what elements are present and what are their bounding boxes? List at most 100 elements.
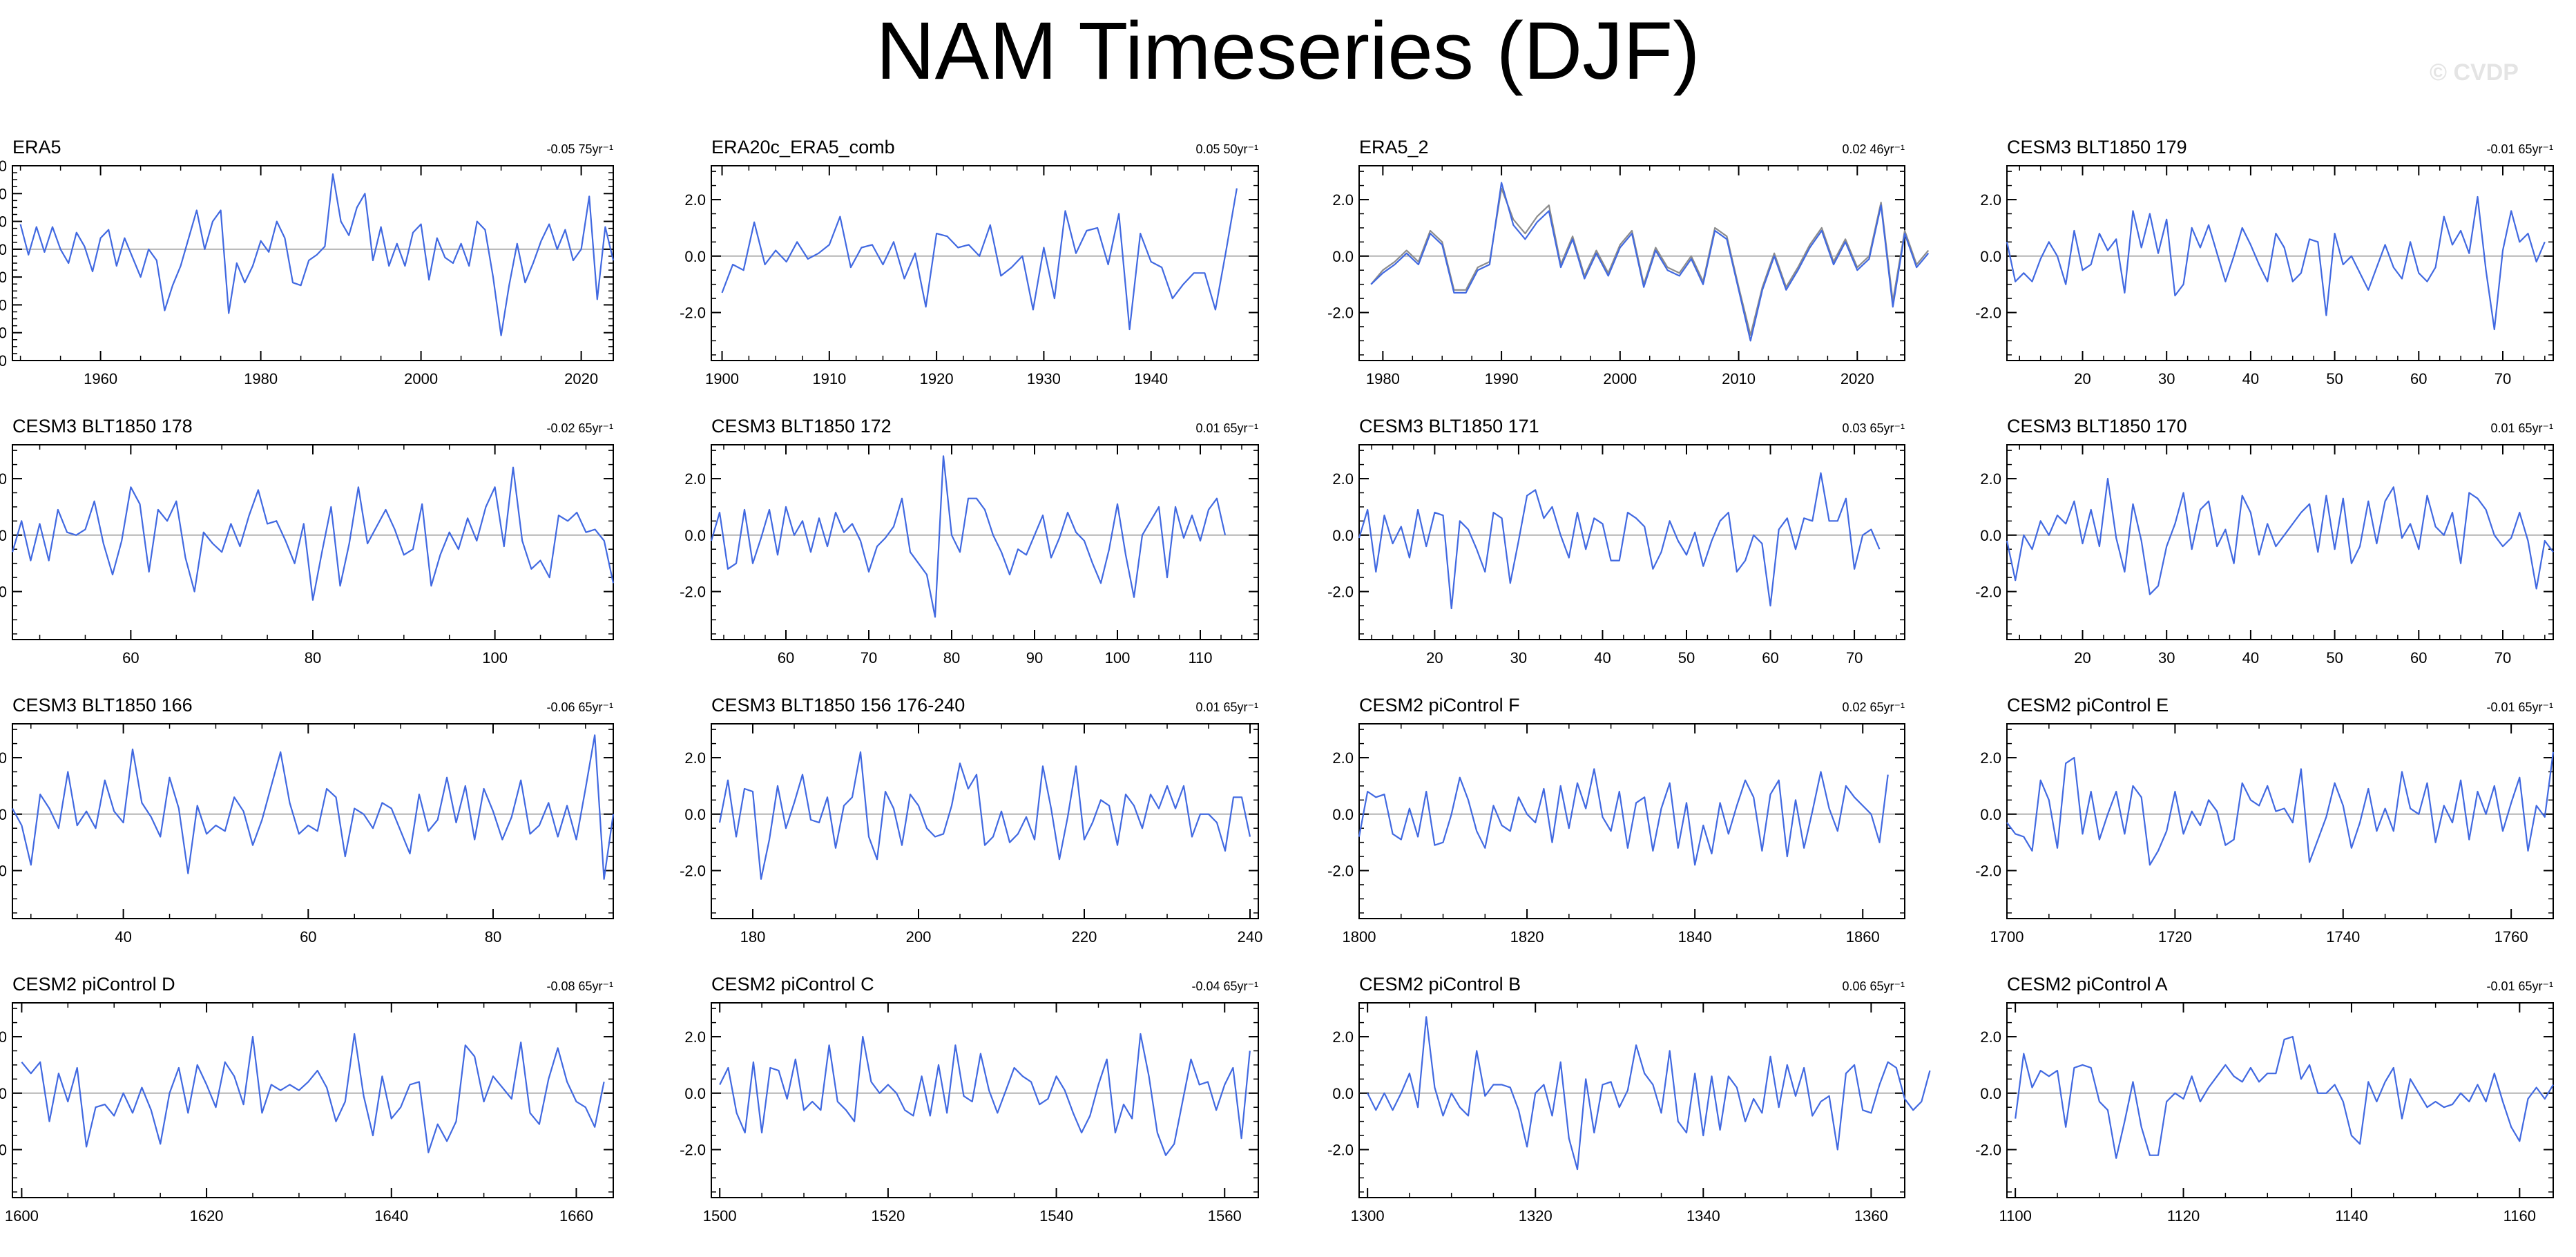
series-line — [2006, 195, 2546, 331]
series-line — [721, 188, 1238, 331]
xtick-label: 70 — [1846, 649, 1863, 666]
panel-title: ERA5_2 — [1359, 137, 1429, 157]
panel-trend: -0.06 65yr⁻¹ — [546, 700, 613, 714]
xtick-label: 60 — [1762, 649, 1778, 666]
xtick-label: 1980 — [244, 370, 278, 387]
panel-title: CESM2 piControl F — [1359, 695, 1520, 716]
xtick-label: 1520 — [871, 1207, 905, 1225]
ytick-label: 0.0 — [1980, 1085, 2001, 1102]
xtick-label: 1320 — [1519, 1207, 1553, 1225]
xtick-label: 40 — [115, 928, 131, 946]
ytick-label: 0.0 — [1980, 248, 2001, 265]
ytick-label: 2.0 — [0, 185, 7, 202]
panel-12: CESM2 piControl D -0.08 65yr⁻¹ -2.0 0.0 2.0 1… — [0, 974, 614, 1225]
ytick-label: 2.0 — [684, 1028, 706, 1046]
ytick-label: -1.0 — [0, 269, 7, 286]
xtick-label: 1500 — [703, 1207, 737, 1225]
xtick-label: 1820 — [1510, 928, 1544, 946]
xtick-label: 70 — [861, 649, 877, 666]
xtick-label: 60 — [778, 649, 794, 666]
series-line — [21, 1033, 605, 1153]
xtick-label: 180 — [740, 928, 766, 946]
panel-frame — [1358, 444, 1905, 640]
ytick-label: -2.0 — [0, 863, 7, 880]
ytick-label: -2.0 — [0, 584, 7, 601]
panel-frame — [711, 165, 1259, 361]
panel-1: ERA20c_ERA5_comb 0.05 50yr⁻¹ -2.0 0.0 2.0 190… — [680, 137, 1259, 387]
panel-title: CESM3 BLT1850 172 — [711, 416, 892, 436]
panel-title: CESM3 BLT1850 156 176-240 — [711, 695, 965, 716]
ytick-label: 0.0 — [0, 527, 7, 544]
ytick-label: 2.0 — [1332, 1028, 1354, 1046]
series-line — [1370, 182, 1930, 342]
panel-trend: 0.03 65yr⁻¹ — [1842, 421, 1905, 435]
panel-title: ERA5 — [12, 137, 61, 157]
panel-13: CESM2 piControl C -0.04 65yr⁻¹ -2.0 0.0 2.0 1… — [680, 974, 1259, 1225]
xtick-label: 1740 — [2326, 928, 2360, 946]
ytick-label: -2.0 — [0, 1142, 7, 1159]
panel-frame — [1358, 723, 1905, 919]
ytick-label: -2.0 — [1327, 584, 1354, 601]
ytick-label: 2.0 — [1980, 749, 2001, 767]
xtick-label: 1800 — [1343, 928, 1376, 946]
xtick-label: 1600 — [5, 1207, 39, 1225]
panel-title: CESM3 BLT1850 171 — [1359, 416, 1539, 436]
panel-3: CESM3 BLT1850 179 -0.01 65yr⁻¹ -2.0 0.0 2.0 2… — [1975, 137, 2554, 387]
panel-trend: -0.02 65yr⁻¹ — [546, 421, 613, 435]
ytick-label: -2.0 — [680, 305, 706, 322]
ytick-label: 0.0 — [1980, 806, 2001, 823]
xtick-label: 1940 — [1134, 370, 1168, 387]
series-line — [11, 466, 615, 601]
panel-frame — [1358, 165, 1905, 361]
series-line-secondary — [1370, 187, 1930, 336]
ytick-label: 0.0 — [0, 1085, 7, 1102]
ytick-label: 0.0 — [684, 248, 706, 265]
xtick-label: 20 — [2074, 649, 2090, 666]
page-title: NAM Timeseries (DJF) — [876, 6, 1700, 97]
xtick-label: 60 — [122, 649, 139, 666]
xtick-label: 1860 — [1846, 928, 1880, 946]
xtick-label: 1700 — [1990, 928, 2024, 946]
ytick-label: -2.0 — [680, 1142, 706, 1159]
xtick-label: 1640 — [374, 1207, 408, 1225]
ytick-label: -2.0 — [1975, 305, 2001, 322]
series-line — [19, 173, 615, 336]
series-line — [2006, 751, 2555, 866]
xtick-label: 1760 — [2495, 928, 2528, 946]
panel-trend: -0.01 65yr⁻¹ — [2486, 142, 2553, 156]
xtick-label: 1930 — [1027, 370, 1061, 387]
ytick-label: 0.0 — [0, 806, 7, 823]
ytick-label: 2.0 — [1980, 191, 2001, 209]
xtick-label: 2020 — [1840, 370, 1874, 387]
ytick-label: -4.0 — [0, 352, 7, 370]
xtick-label: 1300 — [1351, 1207, 1385, 1225]
ytick-label: -2.0 — [1975, 863, 2001, 880]
panel-trend: -0.08 65yr⁻¹ — [546, 979, 613, 993]
ytick-label: 2.0 — [684, 749, 706, 767]
panel-2: ERA5_2 0.02 46yr⁻¹ -2.0 0.0 2.0 1980 1990 2000 2… — [1327, 137, 1930, 387]
xtick-label: 40 — [2242, 370, 2259, 387]
ytick-label: 2.0 — [1980, 470, 2001, 488]
xtick-label: 20 — [2074, 370, 2090, 387]
xtick-label: 1160 — [2503, 1207, 2536, 1225]
panel-trend: 0.01 65yr⁻¹ — [1195, 421, 1258, 435]
xtick-label: 100 — [482, 649, 508, 666]
xtick-label: 1910 — [812, 370, 846, 387]
panel-trend: 0.06 65yr⁻¹ — [1842, 979, 1905, 993]
ytick-label: 0.0 — [684, 527, 706, 544]
panel-trend: -0.01 65yr⁻¹ — [2486, 979, 2553, 993]
xtick-label: 1140 — [2335, 1207, 2367, 1225]
xtick-label: 220 — [1072, 928, 1097, 946]
xtick-label: 2020 — [564, 370, 598, 387]
panel-11: CESM2 piControl E -0.01 65yr⁻¹ -2.0 0.0 2.0 1… — [1975, 695, 2555, 946]
panel-frame — [1358, 1002, 1905, 1198]
panel-frame — [2006, 723, 2554, 919]
xtick-label: 50 — [2326, 649, 2343, 666]
panel-trend: -0.05 75yr⁻¹ — [546, 142, 613, 156]
panel-frame — [12, 723, 614, 919]
xtick-label: 1540 — [1039, 1207, 1073, 1225]
xtick-label: 1980 — [1366, 370, 1400, 387]
panel-trend: 0.01 65yr⁻¹ — [2490, 421, 2553, 435]
xtick-label: 2000 — [1603, 370, 1637, 387]
